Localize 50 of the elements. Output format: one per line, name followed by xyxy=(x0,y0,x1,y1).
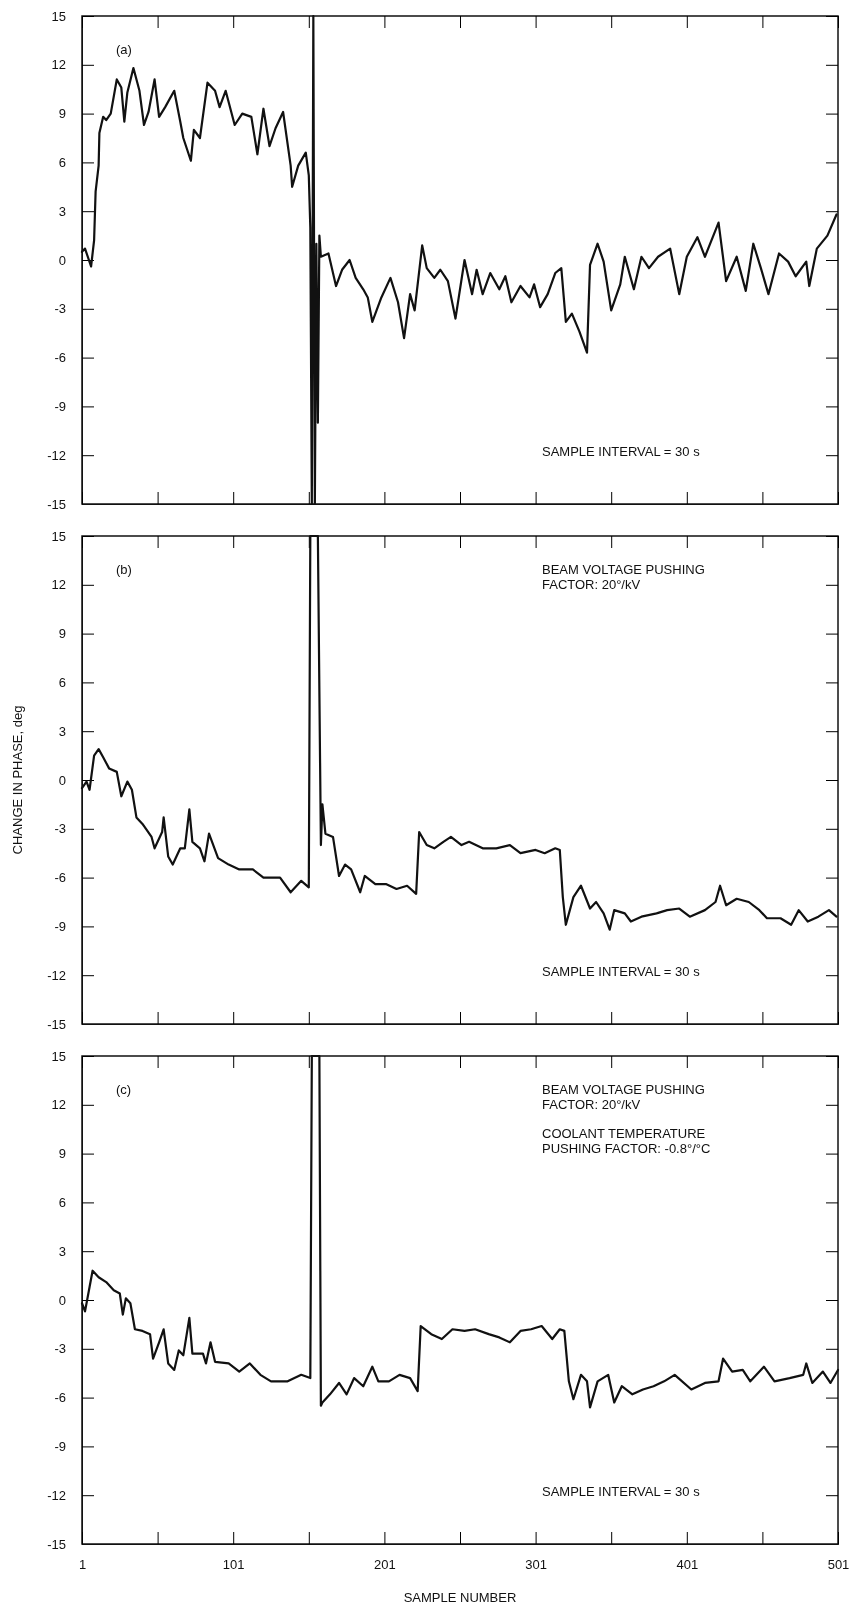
y-tick-label: 0 xyxy=(58,772,66,788)
annotation: (b) xyxy=(116,562,132,577)
x-tick-label: 1 xyxy=(78,1557,87,1573)
y-tick-label: -15 xyxy=(47,496,66,512)
x-tick-label: 201 xyxy=(374,1557,396,1573)
y-tick-label: 15 xyxy=(51,528,66,544)
y-tick-label: -12 xyxy=(47,447,66,463)
y-axis-title: CHANGE IN PHASE, deg xyxy=(10,705,25,855)
y-tick-label: 12 xyxy=(51,57,66,73)
y-tick-label: -9 xyxy=(54,399,66,415)
annotation: SAMPLE INTERVAL = 30 s xyxy=(542,444,701,459)
y-tick-label: 15 xyxy=(51,1048,66,1064)
y-tick-label: -9 xyxy=(54,1439,66,1455)
annotation: (a) xyxy=(116,42,132,57)
y-tick-label: -6 xyxy=(54,350,66,366)
y-tick-label: 6 xyxy=(58,675,66,691)
y-tick-label: -9 xyxy=(54,919,66,935)
y-tick-label: -12 xyxy=(47,967,66,983)
y-tick-label: 0 xyxy=(58,252,66,268)
y-tick-label: 3 xyxy=(58,203,66,219)
y-tick-label: -3 xyxy=(54,301,66,317)
annotation: COOLANT TEMPERATURE PUSHING FACTOR: -0.8°/°C xyxy=(542,1125,711,1156)
y-tick-label: -3 xyxy=(54,1341,66,1357)
y-tick-label: 3 xyxy=(58,723,66,739)
y-tick-label: -3 xyxy=(54,821,66,837)
y-tick-label: 6 xyxy=(58,1195,66,1211)
x-tick-label: 301 xyxy=(525,1557,547,1573)
x-tick-label: 501 xyxy=(827,1557,850,1573)
y-tick-label: 3 xyxy=(58,1243,66,1259)
x-tick-label: 101 xyxy=(222,1557,245,1573)
y-tick-label: 15 xyxy=(51,8,66,24)
y-tick-label: -6 xyxy=(54,1390,66,1406)
annotation: SAMPLE INTERVAL = 30 s xyxy=(542,964,701,979)
annotation: (c) xyxy=(116,1082,132,1097)
y-tick-label: 9 xyxy=(58,106,66,122)
y-tick-label: -6 xyxy=(54,870,66,886)
y-tick-label: 0 xyxy=(58,1292,66,1308)
annotation: BEAM VOLTAGE PUSHING FACTOR: 20°/kV xyxy=(542,562,705,592)
y-tick-label: 12 xyxy=(51,577,66,593)
y-tick-label: 9 xyxy=(58,1146,66,1162)
annotation: SAMPLE INTERVAL = 30 s xyxy=(542,1484,701,1499)
y-tick-label: 12 xyxy=(51,1097,66,1113)
y-tick-label: -15 xyxy=(47,1016,66,1032)
y-tick-label: -15 xyxy=(47,1536,66,1552)
y-tick-label: -12 xyxy=(47,1487,66,1503)
y-tick-label: 9 xyxy=(58,626,66,642)
x-tick-label: 401 xyxy=(676,1557,699,1573)
y-tick-label: 6 xyxy=(58,155,66,171)
annotation: BEAM VOLTAGE PUSHING FACTOR: 20°/kV xyxy=(542,1082,705,1112)
x-axis-title: SAMPLE NUMBER xyxy=(403,1590,517,1603)
